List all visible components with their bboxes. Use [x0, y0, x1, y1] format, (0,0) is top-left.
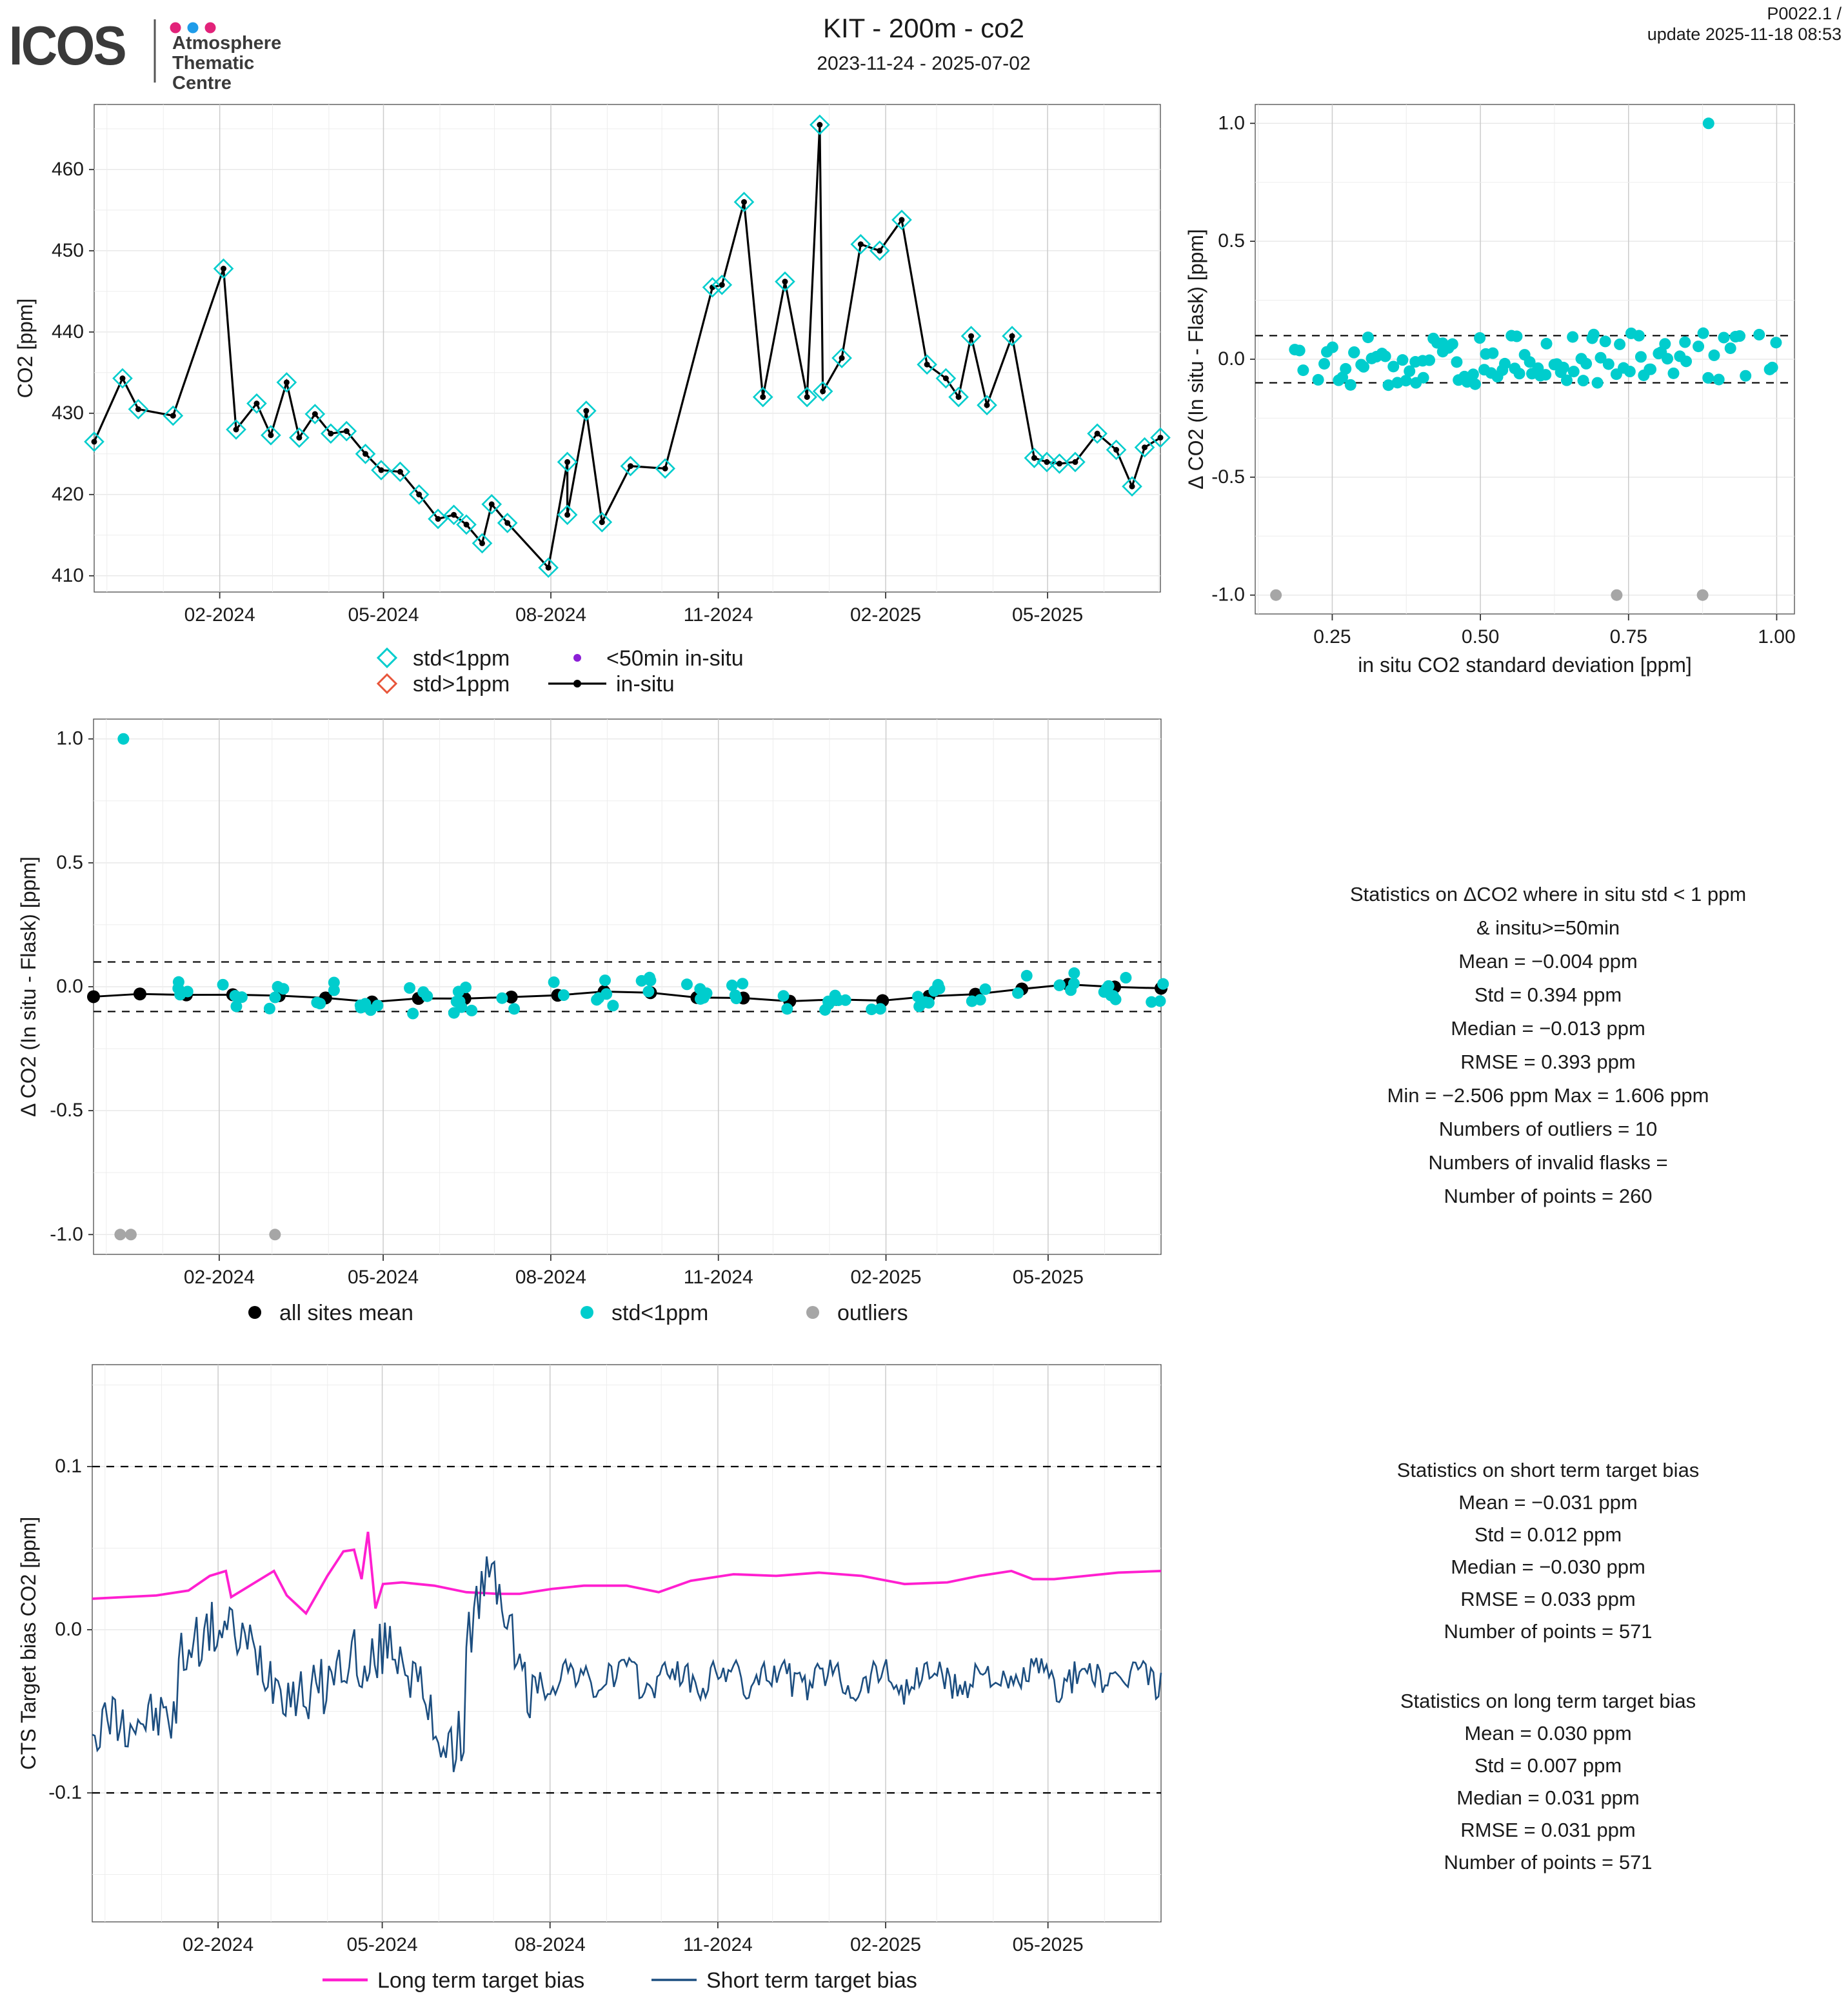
- svg-text:in-situ: in-situ: [616, 672, 675, 697]
- svg-text:Thematic: Thematic: [172, 53, 254, 74]
- svg-text:std>1ppm: std>1ppm: [413, 672, 510, 697]
- svg-text:02-2025: 02-2025: [850, 1934, 921, 1955]
- svg-text:1.00: 1.00: [1758, 626, 1795, 648]
- svg-text:08-2024: 08-2024: [515, 604, 586, 626]
- svg-text:Statistics on long term target: Statistics on long term target bias: [1400, 1690, 1696, 1712]
- svg-text:02-2024: 02-2024: [183, 1934, 253, 1955]
- svg-text:440: 440: [52, 321, 84, 342]
- svg-text:2023-11-24 - 2025-07-02: 2023-11-24 - 2025-07-02: [817, 53, 1030, 74]
- svg-text:Number of points = 571: Number of points = 571: [1444, 1851, 1652, 1874]
- svg-text:05-2024: 05-2024: [347, 1934, 418, 1955]
- svg-text:Median = −0.013 ppm: Median = −0.013 ppm: [1451, 1017, 1645, 1040]
- svg-text:Statistics on ΔCO2 where in si: Statistics on ΔCO2 where in situ std < 1…: [1350, 883, 1746, 905]
- svg-text:Number of points = 260: Number of points = 260: [1444, 1185, 1652, 1207]
- svg-text:0.0: 0.0: [56, 976, 83, 997]
- svg-text:05-2025: 05-2025: [1013, 1934, 1084, 1955]
- svg-text:0.75: 0.75: [1610, 626, 1647, 648]
- svg-text:420: 420: [52, 484, 84, 505]
- svg-text:RMSE = 0.393 ppm: RMSE = 0.393 ppm: [1460, 1051, 1635, 1073]
- svg-text:0.0: 0.0: [55, 1619, 82, 1640]
- svg-text:-1.0: -1.0: [50, 1223, 83, 1245]
- svg-text:Long term target bias: Long term target bias: [377, 1968, 584, 1993]
- svg-text:410: 410: [52, 565, 84, 586]
- svg-text:Δ CO2 (In situ - Flask) [ppm]: Δ CO2 (In situ - Flask) [ppm]: [17, 856, 40, 1117]
- svg-text:P0022.1 /: P0022.1 /: [1767, 4, 1842, 23]
- svg-text:update 2025-11-18 08:53: update 2025-11-18 08:53: [1647, 25, 1842, 44]
- svg-text:Short term target bias: Short term target bias: [706, 1968, 917, 1993]
- svg-text:Atmosphere: Atmosphere: [172, 33, 281, 54]
- svg-text:Mean = −0.031 ppm: Mean = −0.031 ppm: [1458, 1491, 1637, 1514]
- svg-text:Mean = −0.004 ppm: Mean = −0.004 ppm: [1458, 950, 1637, 973]
- svg-text:450: 450: [52, 240, 84, 261]
- svg-text:std<1ppm: std<1ppm: [611, 1301, 708, 1325]
- svg-text:-1.0: -1.0: [1211, 584, 1245, 606]
- svg-text:Min = −2.506 ppm Max = 1.606: Min = −2.506 ppm Max = 1.606 ppm: [1387, 1084, 1709, 1107]
- svg-text:& insitu>=50min: & insitu>=50min: [1476, 916, 1620, 939]
- svg-text:Δ CO2 (In situ - Flask) [ppm]: Δ CO2 (In situ - Flask) [ppm]: [1184, 229, 1207, 489]
- svg-text:all sites mean: all sites mean: [279, 1301, 413, 1325]
- svg-text:Std = 0.012 ppm: Std = 0.012 ppm: [1475, 1523, 1622, 1546]
- svg-text:05-2025: 05-2025: [1012, 604, 1083, 626]
- svg-text:Median = −0.030 ppm: Median = −0.030 ppm: [1451, 1556, 1645, 1578]
- svg-text:08-2024: 08-2024: [515, 1267, 586, 1288]
- svg-text:-0.5: -0.5: [50, 1100, 83, 1121]
- svg-text:in situ CO2 standard deviation: in situ CO2 standard deviation [ppm]: [1358, 653, 1692, 677]
- svg-text:KIT - 200m - co2: KIT - 200m - co2: [823, 13, 1024, 43]
- svg-text:Std = 0.007 ppm: Std = 0.007 ppm: [1475, 1754, 1622, 1777]
- svg-text:02-2025: 02-2025: [850, 604, 921, 626]
- svg-text:-0.5: -0.5: [1211, 466, 1245, 488]
- svg-text:std<1ppm: std<1ppm: [413, 646, 510, 671]
- svg-text:11-2024: 11-2024: [684, 604, 753, 626]
- svg-text:02-2024: 02-2024: [184, 1267, 255, 1288]
- svg-text:Numbers of invalid flasks =: Numbers of invalid flasks =: [1428, 1151, 1667, 1174]
- svg-text:460: 460: [52, 159, 84, 180]
- svg-text:Mean = 0.030 ppm: Mean = 0.030 ppm: [1464, 1722, 1631, 1745]
- svg-text:1.0: 1.0: [1218, 112, 1245, 133]
- svg-text:Centre: Centre: [172, 73, 232, 94]
- svg-text:Numbers of outliers = 10: Numbers of outliers = 10: [1439, 1118, 1658, 1140]
- svg-text:0.5: 0.5: [56, 852, 83, 873]
- svg-text:11-2024: 11-2024: [683, 1934, 753, 1955]
- svg-text:Median = 0.031 ppm: Median = 0.031 ppm: [1456, 1786, 1640, 1809]
- svg-text:RMSE = 0.031 ppm: RMSE = 0.031 ppm: [1460, 1819, 1635, 1841]
- svg-text:<50min in-situ: <50min in-situ: [606, 646, 744, 671]
- svg-text:05-2025: 05-2025: [1013, 1267, 1084, 1288]
- svg-text:CTS Target bias CO2 [ppm]: CTS Target bias CO2 [ppm]: [17, 1517, 40, 1770]
- svg-text:Number of points = 571: Number of points = 571: [1444, 1620, 1652, 1643]
- svg-text:11-2024: 11-2024: [684, 1267, 753, 1288]
- svg-text:02-2024: 02-2024: [184, 604, 255, 626]
- svg-text:1.0: 1.0: [56, 728, 83, 749]
- svg-text:08-2024: 08-2024: [515, 1934, 586, 1955]
- svg-text:RMSE = 0.033 ppm: RMSE = 0.033 ppm: [1460, 1588, 1635, 1610]
- svg-text:0.1: 0.1: [55, 1456, 82, 1477]
- svg-text:05-2024: 05-2024: [348, 604, 419, 626]
- svg-text:0.50: 0.50: [1462, 626, 1499, 648]
- svg-text:CO2 [ppm]: CO2 [ppm]: [14, 299, 37, 399]
- svg-text:05-2024: 05-2024: [348, 1267, 419, 1288]
- svg-text:0.25: 0.25: [1313, 626, 1351, 648]
- svg-text:0.5: 0.5: [1218, 230, 1245, 252]
- svg-text:outliers: outliers: [837, 1301, 908, 1325]
- svg-text:ICOS: ICOS: [9, 15, 126, 77]
- svg-text:0.0: 0.0: [1218, 348, 1245, 370]
- svg-text:Std = 0.394 ppm: Std = 0.394 ppm: [1475, 984, 1622, 1006]
- svg-text:Statistics on short term targe: Statistics on short term target bias: [1397, 1459, 1700, 1481]
- svg-text:02-2025: 02-2025: [850, 1267, 921, 1288]
- svg-text:-0.1: -0.1: [48, 1782, 82, 1803]
- svg-text:430: 430: [52, 402, 84, 424]
